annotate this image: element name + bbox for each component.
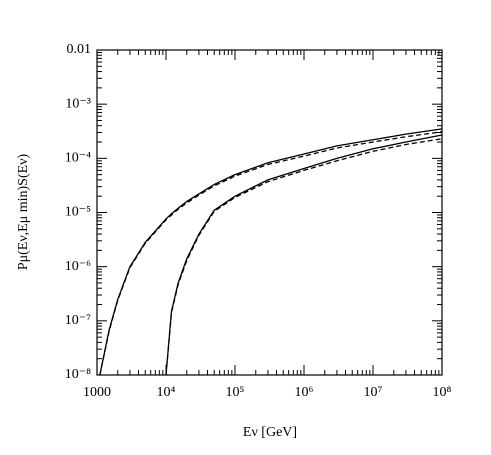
series-line bbox=[99, 128, 443, 376]
y-axis-label: Pμ(Eν,Eμ min)S(Eν) bbox=[16, 153, 31, 270]
x-axis-label: Eν [GeV] bbox=[243, 425, 297, 440]
y-tick-label: 10⁻⁶ bbox=[65, 259, 91, 274]
x-tick-label: 10⁵ bbox=[226, 385, 245, 400]
series-line bbox=[165, 138, 443, 376]
x-tick-label: 10⁶ bbox=[295, 385, 314, 400]
plot-frame bbox=[96, 49, 443, 376]
x-tick-label: 1000 bbox=[83, 385, 111, 400]
series-line bbox=[99, 131, 443, 376]
x-tick-label: 10⁸ bbox=[433, 385, 452, 400]
y-tick-label: 10⁻⁷ bbox=[65, 313, 91, 328]
y-tick-label: 10⁻⁴ bbox=[65, 151, 91, 166]
x-tick-label: 10⁷ bbox=[364, 385, 383, 400]
y-tick-label: 10⁻⁸ bbox=[65, 367, 91, 382]
y-tick-label: 10⁻³ bbox=[65, 96, 91, 111]
y-tick-label: 0.01 bbox=[67, 42, 92, 57]
y-tick-label: 10⁻⁵ bbox=[65, 205, 91, 220]
x-tick-label: 10⁴ bbox=[157, 385, 176, 400]
